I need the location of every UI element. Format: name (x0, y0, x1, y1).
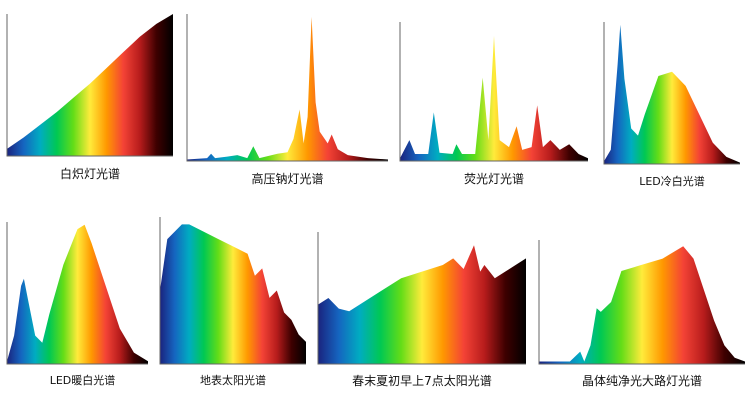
spectrum-area (187, 16, 388, 162)
spectrum-area (318, 245, 526, 364)
spectrum-chart-led-cool (603, 22, 740, 165)
chart-panel-surface-sun (158, 213, 308, 368)
chart-panel-incandescent (5, 10, 175, 160)
chart-axis (159, 217, 306, 365)
caption-incandescent: 白炽灯光谱 (59, 167, 120, 181)
spectrum-chart-fluorescent (399, 22, 588, 162)
chart-panel-crystal-lamp (537, 236, 747, 368)
chart-axis (186, 14, 388, 162)
caption-led-cool: LED冷白光谱 (639, 175, 705, 188)
chart-axis (317, 232, 526, 365)
caption-morning-sun: 春末夏初早上7点太阳光谱 (352, 374, 492, 388)
caption-hps: 高压钠灯光谱 (251, 172, 324, 186)
chart-axis (6, 14, 173, 157)
chart-panel-led-warm (5, 218, 150, 368)
spectrum-chart-led-warm (6, 222, 148, 365)
caption-fluorescent: 荧光灯光谱 (463, 172, 524, 186)
spectrum-area (7, 14, 173, 156)
spectrum-area (539, 246, 745, 364)
spectrum-chart-hps (186, 14, 388, 162)
spectrum-area (400, 35, 588, 161)
caption-surface-sun: 地表太阳光谱 (200, 374, 266, 387)
spectrum-chart-crystal-lamp (538, 240, 745, 365)
spectrum-chart-surface-sun (159, 217, 306, 365)
chart-panel-morning-sun (316, 228, 528, 368)
chart-axis (399, 22, 588, 162)
chart-panel-led-cool (602, 18, 742, 168)
spectrum-chart-incandescent (6, 14, 173, 157)
chart-panel-fluorescent (398, 18, 590, 165)
chart-axis (538, 240, 745, 365)
spectrum-area (160, 224, 306, 364)
chart-axis (6, 222, 148, 365)
chart-panel-hps (185, 10, 390, 165)
caption-led-warm: LED暖白光谱 (49, 374, 116, 387)
caption-crystal-lamp: 晶体纯净光大路灯光谱 (581, 374, 702, 388)
spectrum-area (604, 24, 740, 164)
chart-axis (603, 22, 740, 165)
spectrum-area (7, 224, 148, 364)
spectrum-chart-morning-sun (317, 232, 526, 365)
